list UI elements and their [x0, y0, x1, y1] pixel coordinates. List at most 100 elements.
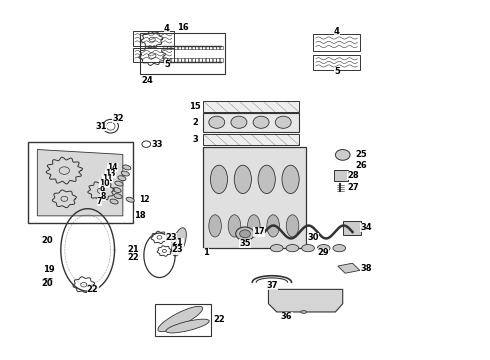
Bar — [184, 58, 188, 62]
Text: 20: 20 — [41, 237, 53, 246]
Ellipse shape — [302, 244, 315, 252]
Text: 27: 27 — [348, 183, 359, 192]
Text: 25: 25 — [355, 150, 367, 159]
Bar — [209, 46, 213, 49]
Ellipse shape — [267, 215, 279, 237]
Bar — [188, 58, 192, 62]
Text: 21: 21 — [172, 238, 183, 247]
Text: 12: 12 — [140, 195, 150, 204]
Text: 15: 15 — [189, 102, 201, 111]
Ellipse shape — [110, 199, 118, 204]
Ellipse shape — [333, 244, 345, 252]
Bar — [192, 58, 196, 62]
Ellipse shape — [286, 244, 299, 252]
Ellipse shape — [122, 165, 131, 170]
Ellipse shape — [240, 230, 250, 238]
Text: 34: 34 — [360, 223, 372, 232]
Text: 7: 7 — [97, 197, 102, 206]
Bar — [155, 304, 211, 336]
Text: 23: 23 — [165, 233, 176, 242]
Bar — [203, 147, 306, 248]
Bar — [203, 101, 299, 112]
Text: 24: 24 — [142, 76, 153, 85]
Polygon shape — [338, 263, 360, 273]
Ellipse shape — [236, 227, 254, 240]
Bar — [334, 170, 348, 181]
Bar — [167, 58, 171, 62]
Ellipse shape — [158, 306, 203, 332]
Text: 5: 5 — [164, 60, 170, 69]
Text: 13: 13 — [105, 169, 116, 178]
Polygon shape — [37, 149, 123, 216]
Bar — [181, 58, 185, 62]
Ellipse shape — [301, 311, 307, 314]
Bar — [220, 46, 223, 49]
Bar — [212, 46, 216, 49]
Ellipse shape — [210, 165, 227, 194]
Bar — [167, 46, 171, 49]
Bar — [192, 46, 196, 49]
Text: 16: 16 — [177, 23, 189, 32]
Bar — [177, 46, 181, 49]
Polygon shape — [269, 289, 343, 312]
Text: 31: 31 — [95, 122, 107, 131]
Bar — [198, 46, 202, 49]
Bar — [216, 46, 220, 49]
Text: 4: 4 — [164, 24, 170, 33]
Bar — [216, 58, 220, 62]
Bar — [205, 58, 209, 62]
Ellipse shape — [286, 215, 299, 237]
Bar — [27, 142, 133, 223]
Ellipse shape — [228, 215, 241, 237]
Ellipse shape — [275, 116, 291, 128]
Text: 10: 10 — [99, 179, 110, 188]
Text: 4: 4 — [334, 27, 340, 36]
Text: 19: 19 — [43, 265, 54, 274]
Bar — [202, 46, 206, 49]
Bar — [133, 31, 174, 45]
Text: 3: 3 — [192, 135, 198, 144]
Bar — [181, 46, 185, 49]
Text: 22: 22 — [87, 285, 98, 294]
Bar — [174, 46, 178, 49]
Text: 1: 1 — [203, 248, 209, 257]
Bar — [220, 58, 223, 62]
Bar — [184, 46, 188, 49]
Bar — [209, 58, 213, 62]
Bar — [188, 46, 192, 49]
Bar — [198, 58, 202, 62]
Ellipse shape — [282, 165, 299, 194]
Ellipse shape — [126, 197, 134, 202]
Ellipse shape — [121, 171, 129, 176]
Text: 36: 36 — [281, 312, 293, 321]
Text: 20: 20 — [41, 279, 53, 288]
Bar — [171, 46, 174, 49]
Text: 30: 30 — [308, 233, 319, 242]
Text: 8: 8 — [100, 192, 106, 201]
Ellipse shape — [115, 181, 123, 186]
Text: 21: 21 — [127, 246, 139, 255]
Bar — [203, 113, 299, 132]
Text: 23: 23 — [172, 246, 183, 255]
Text: 22: 22 — [127, 253, 139, 262]
Ellipse shape — [231, 116, 247, 128]
Text: 17: 17 — [253, 228, 265, 237]
Text: 5: 5 — [334, 67, 340, 76]
Ellipse shape — [234, 165, 251, 194]
Text: 38: 38 — [361, 264, 372, 273]
Ellipse shape — [258, 165, 275, 194]
Bar — [205, 46, 209, 49]
Bar — [212, 58, 216, 62]
Bar — [203, 134, 299, 145]
Ellipse shape — [247, 215, 260, 237]
Text: 28: 28 — [348, 171, 359, 180]
Text: 35: 35 — [239, 239, 251, 248]
Bar — [314, 55, 360, 69]
Bar — [202, 58, 206, 62]
Text: 37: 37 — [266, 281, 278, 290]
Bar — [314, 34, 360, 51]
Text: 11: 11 — [102, 174, 113, 183]
Bar — [177, 58, 181, 62]
Text: 14: 14 — [107, 163, 117, 172]
Text: 33: 33 — [151, 140, 163, 149]
